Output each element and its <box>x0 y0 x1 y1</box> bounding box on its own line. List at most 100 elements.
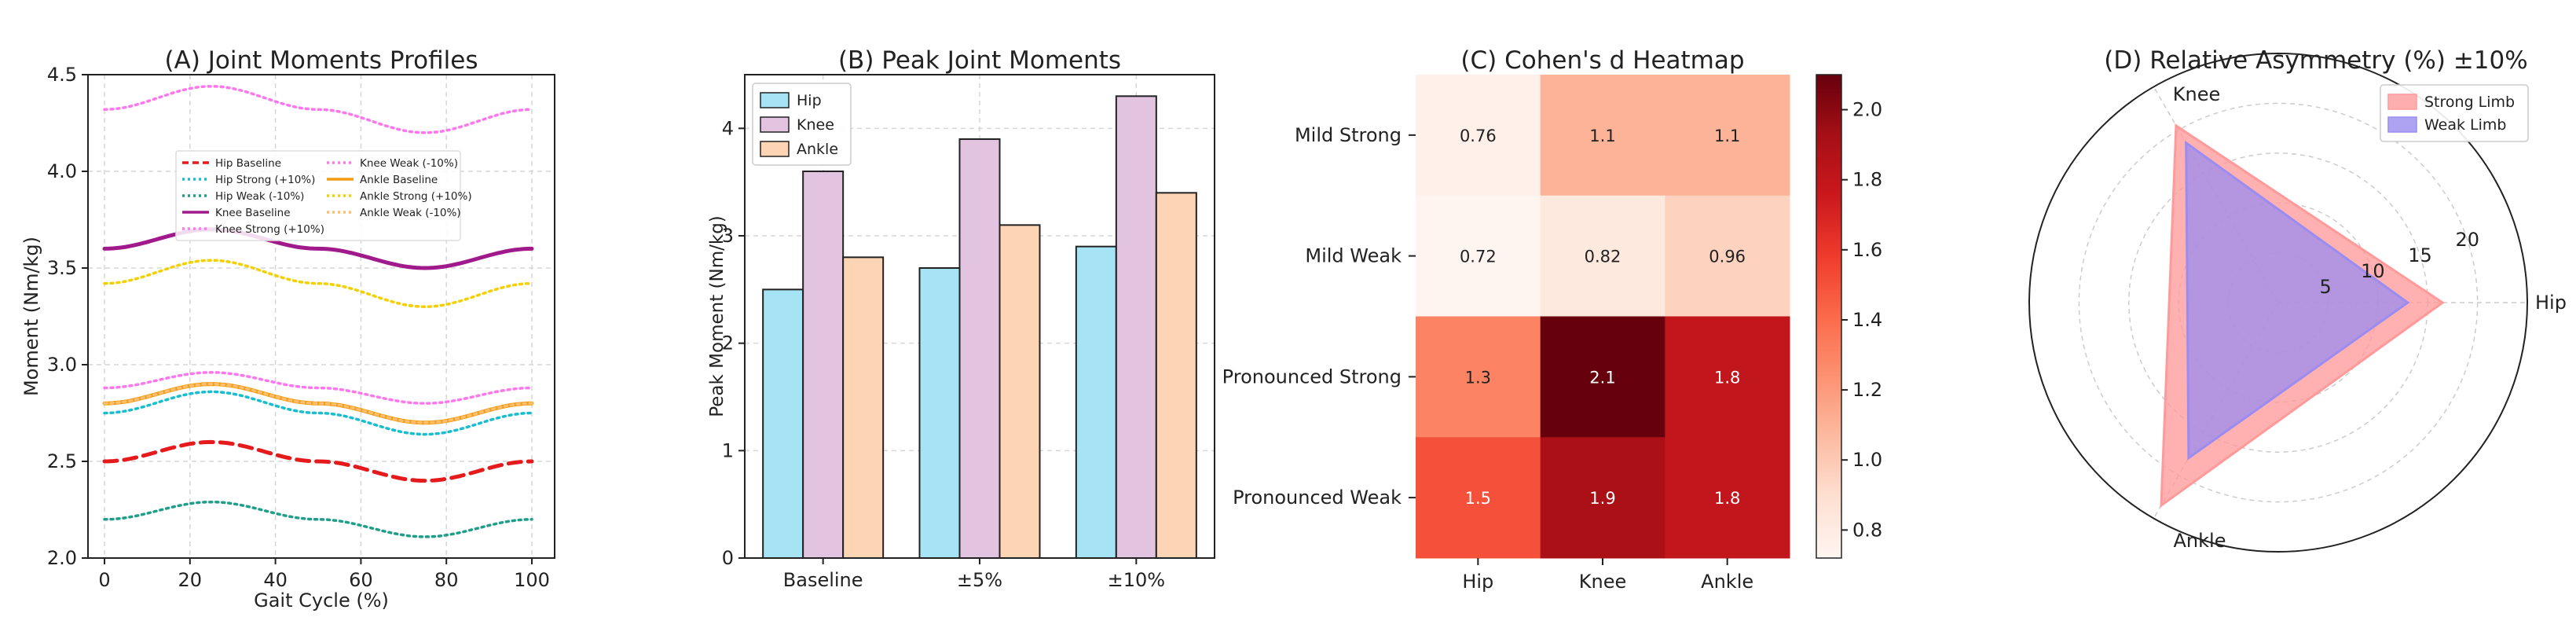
cell-label: 1.8 <box>1714 368 1740 387</box>
legend-box <box>2380 84 2529 142</box>
panel-a: 0 20 40 60 80 100 2.0 2.5 3.0 3.5 4.0 4.5 (A) Joint … <box>20 46 555 611</box>
colorbar-tick-label: 0.8 <box>1852 519 1882 541</box>
axis-label: Knee <box>2173 83 2220 105</box>
bar-hip-2 <box>1075 245 1117 559</box>
cell-label: 1.8 <box>1714 489 1740 508</box>
heatmap-cell <box>1665 75 1790 196</box>
legend-label: Hip Strong (+10%) <box>215 174 315 186</box>
row-label: Mild Weak <box>1305 245 1402 267</box>
heatmap-cell <box>1665 437 1790 559</box>
legend-swatch <box>760 116 790 133</box>
panel-d: 5 10 15 20 Hip Knee Ankle (D) Relative Asymmetr… <box>2028 46 2567 553</box>
outer-ring <box>2028 53 2528 553</box>
series-line-hip-strong-10- <box>103 390 533 436</box>
cell-label: 0.82 <box>1585 248 1621 266</box>
y-tick-label: 2.5 <box>47 450 77 472</box>
heatmap-cell <box>1416 75 1541 196</box>
y-tick-label: 4.5 <box>47 64 77 86</box>
chart-title: (B) Peak Joint Moments <box>838 46 1121 75</box>
x-tick-label: 80 <box>434 569 459 591</box>
r-tick-label: 10 <box>2361 260 2385 282</box>
legend-label: Strong Limb <box>2424 94 2515 111</box>
heatmap-cell <box>1665 316 1790 438</box>
bar-knee-1 <box>958 138 1001 559</box>
legend-swatch <box>760 92 790 108</box>
bar-ankle-0 <box>842 256 885 559</box>
cell-label: 1.1 <box>1589 127 1615 145</box>
x-tick-label: 20 <box>178 569 203 591</box>
colorbar-tick-label: 1.8 <box>1852 169 1882 191</box>
series-area-weak-limb <box>2185 140 2410 461</box>
colorbar-tick-label: 1.4 <box>1852 309 1882 331</box>
panel-b: Baseline ±5% ±10% 0 1 2 3 4 (B) Peak Joint Momen… <box>707 46 1215 591</box>
x-tick-label: 0 <box>98 569 110 591</box>
chart-title: (C) Cohen's d Heatmap <box>1460 46 1744 75</box>
series-line-hip-baseline <box>102 439 534 483</box>
col-label: Knee <box>1579 571 1626 593</box>
legend-swatch <box>760 141 790 157</box>
legend-label: Ankle Weak (-10%) <box>360 207 461 219</box>
cell-label: 2.1 <box>1589 368 1615 387</box>
bar-ankle-2 <box>1155 192 1197 559</box>
cell-label: 0.72 <box>1460 248 1497 266</box>
colorbar-tick-label: 2.0 <box>1852 99 1882 121</box>
cell-label: 1.3 <box>1465 368 1491 387</box>
x-tick-label: ±10% <box>1108 569 1165 591</box>
legend-label: Knee Weak (-10%) <box>360 157 458 170</box>
series-line-knee-strong-10- <box>103 85 533 134</box>
heatmap-cell <box>1416 195 1541 317</box>
heatmap-cell <box>1540 316 1665 438</box>
cell-label: 0.96 <box>1709 248 1746 266</box>
colorbar-tick-label: 1.2 <box>1852 379 1882 401</box>
chart-title: (A) Joint Moments Profiles <box>165 46 478 75</box>
x-tick-label: 40 <box>263 569 288 591</box>
y-tick-label: 4 <box>722 117 734 139</box>
heatmap-cell <box>1665 195 1790 317</box>
colorbar-tick-label: 1.0 <box>1852 449 1882 471</box>
series-line-ankle-strong-10- <box>103 259 533 308</box>
r-tick-label: 20 <box>2455 229 2479 251</box>
series-line-hip-weak-10- <box>103 500 533 538</box>
row-label: Pronounced Strong <box>1222 365 1402 387</box>
heatmap-cell <box>1540 195 1665 317</box>
bar-hip-0 <box>762 288 804 559</box>
legend-label: Ankle <box>797 141 838 158</box>
panel-c: 0.76 1.1 1.1 Mild Strong 0.72 0.82 0.96 Mild We… <box>1222 46 1883 593</box>
legend-label: Ankle Strong (+10%) <box>360 190 472 203</box>
y-tick-label: 3 <box>722 225 734 247</box>
bar-hip-1 <box>918 267 961 559</box>
x-tick-label: Baseline <box>783 569 863 591</box>
axes-frame <box>744 74 1215 559</box>
y-tick-label: 4.0 <box>47 160 77 182</box>
series-line-knee-weak-10- <box>103 371 533 405</box>
heatmap-cell <box>1416 437 1541 559</box>
col-label: Hip <box>1462 571 1493 593</box>
row-label: Pronounced Weak <box>1233 487 1402 509</box>
axis-label: Hip <box>2535 292 2567 314</box>
colorbar <box>1816 74 1842 559</box>
legend-swatch <box>2387 94 2417 110</box>
bar-knee-0 <box>802 171 845 559</box>
y-tick-label: 3.5 <box>47 257 77 279</box>
legend-swatch <box>2387 116 2417 133</box>
legend-label: Hip Baseline <box>215 157 281 170</box>
y-tick-label: 3.0 <box>47 354 77 376</box>
x-axis-label: Gait Cycle (%) <box>254 589 389 611</box>
legend-label: Ankle Baseline <box>360 174 438 186</box>
y-tick-label: 0 <box>722 547 734 569</box>
cell-label: 0.76 <box>1460 127 1497 145</box>
heatmap-cell <box>1540 75 1665 196</box>
y-tick-label: 1 <box>722 439 734 461</box>
cell-label: 1.1 <box>1714 127 1740 145</box>
series-line-ankle-baseline <box>102 382 534 425</box>
row-label: Mild Strong <box>1295 124 1402 146</box>
legend-label: Knee <box>797 116 834 134</box>
legend-box <box>175 150 461 241</box>
y-tick-label: 2 <box>722 332 734 354</box>
x-tick-label: ±5% <box>957 569 1002 591</box>
heatmap-cell <box>1540 437 1665 559</box>
colorbar-tick-label: 1.6 <box>1852 239 1882 261</box>
cell-label: 1.9 <box>1589 489 1615 508</box>
bar-ankle-1 <box>999 224 1041 559</box>
